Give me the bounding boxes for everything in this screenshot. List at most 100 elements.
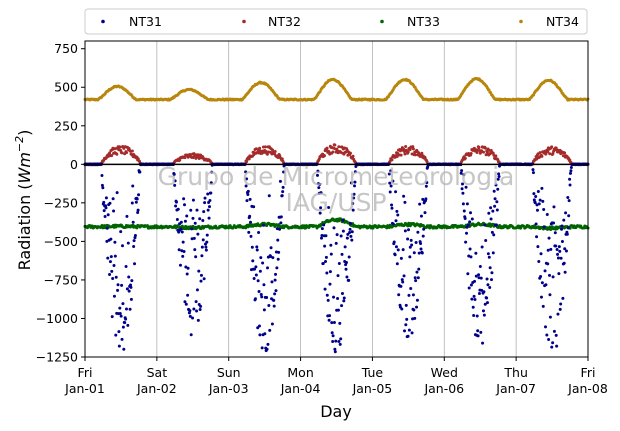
point-nt31 [482,290,486,294]
point-nt31 [353,184,357,188]
point-nt31 [340,252,344,256]
y-tick-label: −1250 [36,350,78,365]
point-nt31 [254,265,258,269]
watermark-line-2: IAG/USP [285,188,386,217]
point-nt31 [350,238,354,242]
point-nt31 [348,221,352,225]
point-nt31 [405,317,409,321]
point-nt31 [184,265,188,269]
point-nt31 [559,302,563,306]
x-tick-label-weekday: Thu [503,365,527,380]
point-nt31 [491,251,495,255]
point-nt31 [260,346,264,350]
y-tick-label: −750 [44,272,78,287]
point-nt31 [407,293,411,297]
point-nt32 [271,148,275,152]
point-nt31 [469,255,473,259]
point-nt32 [546,150,550,154]
point-nt31 [106,256,110,260]
point-nt31 [538,198,542,202]
point-nt31 [122,347,126,351]
point-nt31 [193,248,197,252]
point-nt31 [111,197,115,201]
point-nt31 [269,254,273,258]
point-nt31 [470,297,474,301]
point-nt31 [542,208,546,212]
point-nt31 [272,304,276,308]
point-nt31 [417,267,421,271]
point-nt31 [556,312,560,316]
point-nt31 [173,179,177,183]
point-nt31 [418,202,422,206]
point-nt31 [388,181,392,185]
point-nt32 [348,151,352,155]
point-nt31 [182,249,186,253]
point-nt31 [324,260,328,264]
point-nt31 [125,214,129,218]
point-nt31 [480,245,484,249]
point-nt31 [349,181,353,185]
legend-item-nt32: NT32 [242,14,301,29]
point-nt31 [424,184,428,188]
point-nt31 [388,190,392,194]
point-nt31 [353,170,357,174]
point-nt31 [396,213,400,217]
point-nt31 [387,172,391,176]
point-nt31 [555,344,559,348]
point-nt31 [415,305,419,309]
legend-item-nt34: NT34 [519,14,579,29]
point-nt31 [259,256,263,260]
point-nt31 [425,181,429,185]
point-nt31 [320,227,324,231]
point-nt32 [183,156,187,160]
point-nt31 [118,306,122,310]
point-nt31 [279,215,283,219]
point-nt32 [115,152,119,156]
point-nt31 [548,293,552,297]
point-nt32 [538,151,542,155]
point-nt31 [494,223,498,227]
point-nt31 [495,208,499,212]
x-tick-label-date: Jan-02 [136,381,177,396]
point-nt31 [183,300,187,304]
point-nt31 [391,179,395,183]
x-tick-label-weekday: Fri [581,365,596,380]
point-nt31 [136,208,140,212]
point-nt31 [340,304,344,308]
point-nt31 [487,255,491,259]
point-nt31 [466,223,470,227]
point-nt31 [131,184,135,188]
point-nt33 [302,224,306,228]
point-nt31 [543,269,547,273]
point-nt31 [194,300,198,304]
point-nt31 [181,254,185,258]
point-nt31 [413,276,417,280]
point-nt31 [281,190,285,194]
legend-label-nt34: NT34 [546,14,579,29]
point-nt31 [392,240,396,244]
point-nt31 [191,198,195,202]
point-nt31 [111,276,115,280]
point-nt31 [492,233,496,237]
point-nt31 [244,170,248,174]
point-nt31 [560,224,564,228]
point-nt31 [410,331,414,335]
point-nt31 [197,269,201,273]
point-nt31 [389,184,393,188]
point-nt31 [325,293,329,297]
point-nt31 [411,317,415,321]
point-nt31 [279,221,283,225]
point-nt31 [184,302,188,306]
point-nt32 [245,160,249,164]
point-nt31 [104,206,108,210]
point-nt31 [318,182,322,186]
point-nt31 [337,340,341,344]
point-nt31 [267,304,271,307]
point-nt32 [497,160,501,164]
y-tick-label: −1000 [36,311,78,326]
point-nt31 [201,238,205,242]
point-nt31 [486,252,490,256]
point-nt31 [114,333,118,337]
point-nt31 [389,169,393,173]
point-nt31 [404,323,408,327]
